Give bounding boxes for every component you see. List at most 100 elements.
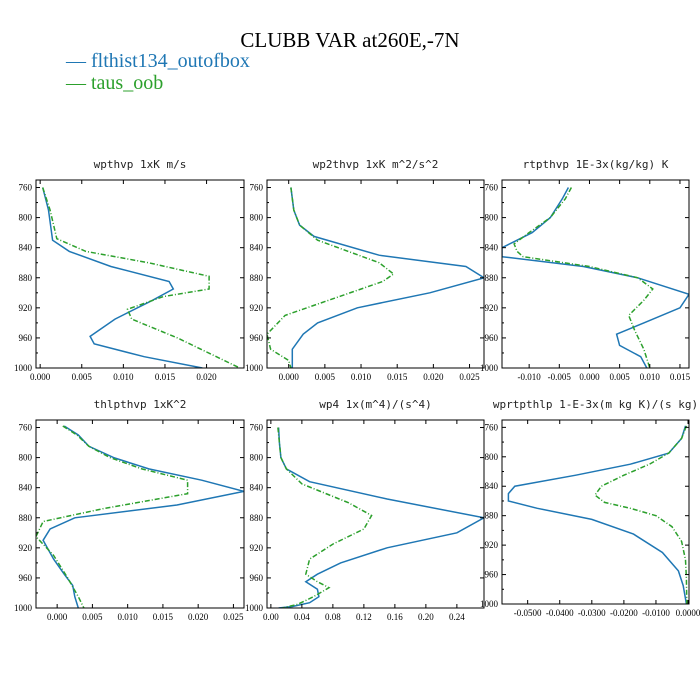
- x-tick-label: 0.000: [579, 372, 600, 382]
- x-tick-label: -0.0200: [610, 608, 638, 618]
- series-line-flthist134: [42, 425, 244, 608]
- plot-frame: [266, 179, 485, 369]
- x-tick-label: 0.010: [351, 372, 372, 382]
- y-tick-label: 880: [250, 273, 264, 283]
- x-tick-label: 0.020: [423, 372, 444, 382]
- y-tick-label: 1000: [245, 363, 264, 373]
- x-tick-label: 0.000: [30, 372, 51, 382]
- y-tick-label: 1000: [480, 599, 499, 609]
- series-line-taus-oob: [41, 187, 241, 368]
- x-tick-label: 0.20: [418, 612, 434, 622]
- x-tick-label: 0.025: [459, 372, 480, 382]
- y-tick-label: 960: [250, 333, 264, 343]
- x-tick-label: 0.025: [223, 612, 244, 622]
- series-line-taus-oob: [277, 427, 373, 608]
- y-tick-label: 960: [485, 570, 499, 580]
- x-tick-label: 0.16: [387, 612, 403, 622]
- series-line-flthist134: [290, 187, 484, 368]
- y-tick-label: 800: [250, 453, 264, 463]
- y-tick-label: 1000: [245, 603, 264, 613]
- series-line-taus-oob: [36, 425, 189, 608]
- x-tick-label: 0.005: [610, 372, 631, 382]
- panel-title: rtpthvp 1E-3x(kg/kg) K: [523, 158, 669, 171]
- legend-swatch-flthist134: —: [66, 50, 86, 72]
- x-tick-label: -0.0400: [546, 608, 574, 618]
- x-tick-label: 0.12: [356, 612, 372, 622]
- y-tick-label: 800: [19, 453, 33, 463]
- y-tick-label: 880: [19, 273, 33, 283]
- y-tick-label: 840: [485, 243, 499, 253]
- y-tick-label: 1000: [14, 363, 33, 373]
- x-tick-label: 0.0000: [676, 608, 700, 618]
- panel-title: wpthvp 1xK m/s: [94, 158, 187, 171]
- y-tick-label: 920: [485, 540, 499, 550]
- plot-frame: [501, 419, 690, 605]
- series-line-flthist134: [41, 187, 203, 368]
- y-tick-label: 760: [250, 423, 264, 433]
- y-tick-label: 920: [485, 303, 499, 313]
- x-tick-label: 0.020: [188, 612, 209, 622]
- panel-4: thlpthvp 1xK^2 760 800 840 880 920 960 1000 0.00…: [14, 398, 245, 622]
- x-tick-label: 0.015: [153, 612, 174, 622]
- x-tick-label: -0.005: [548, 372, 572, 382]
- y-tick-label: 800: [485, 452, 499, 462]
- y-tick-label: 960: [19, 333, 33, 343]
- y-tick-label: 840: [250, 483, 264, 493]
- y-tick-label: 960: [485, 333, 499, 343]
- x-tick-label: 0.020: [196, 372, 217, 382]
- y-tick-label: 800: [485, 213, 499, 223]
- x-tick-label: 0.015: [670, 372, 691, 382]
- y-tick-label: 1000: [14, 603, 33, 613]
- series-line-taus-oob: [513, 187, 654, 368]
- series-line-flthist134: [507, 425, 688, 604]
- y-tick-label: 800: [250, 213, 264, 223]
- x-tick-label: 0.000: [279, 372, 300, 382]
- y-tick-label: 840: [19, 483, 33, 493]
- x-tick-label: 0.005: [315, 372, 336, 382]
- x-tick-label: 0.000: [47, 612, 68, 622]
- series-line-taus-oob: [267, 187, 395, 368]
- x-tick-label: 0.00: [263, 612, 279, 622]
- y-tick-label: 760: [250, 183, 264, 193]
- x-tick-label: 0.010: [640, 372, 661, 382]
- y-tick-label: 920: [250, 303, 264, 313]
- series-line-flthist134: [277, 427, 484, 608]
- legend-label-flthist134: flthist134_outofbox: [91, 50, 250, 72]
- y-tick-label: 960: [19, 573, 33, 583]
- plot-frame: [35, 179, 245, 369]
- y-tick-label: 880: [250, 513, 264, 523]
- panel-title: wp4 1x(m^4)/(s^4): [319, 398, 432, 411]
- y-tick-label: 840: [485, 481, 499, 491]
- x-tick-label: 0.04: [294, 612, 310, 622]
- x-tick-label: 0.015: [155, 372, 176, 382]
- y-tick-label: 760: [485, 422, 499, 432]
- page-title: CLUBB VAR at260E,-7N: [240, 28, 460, 52]
- series-line-flthist134: [502, 187, 689, 368]
- y-tick-label: 800: [19, 213, 33, 223]
- x-tick-label: -0.0500: [514, 608, 542, 618]
- x-tick-label: 0.005: [72, 372, 93, 382]
- y-tick-label: 880: [485, 273, 499, 283]
- y-tick-label: 1000: [480, 363, 499, 373]
- panel-title: wp2thvp 1xK m^2/s^2: [313, 158, 439, 171]
- legend-swatch-taus-oob: —: [66, 72, 86, 94]
- x-tick-label: 0.015: [387, 372, 408, 382]
- legend-label-taus-oob: taus_oob: [91, 72, 164, 94]
- y-tick-label: 920: [19, 543, 33, 553]
- legend-entry-flthist134: — flthist134_outofbox: [66, 50, 250, 72]
- panel-5: wp4 1x(m^4)/(s^4)76080084088092096010000…: [245, 398, 485, 622]
- plot-frame: [501, 179, 690, 369]
- panel-title: thlpthvp 1xK^2: [94, 398, 187, 411]
- y-tick-label: 960: [250, 573, 264, 583]
- x-tick-label: -0.010: [518, 372, 542, 382]
- x-tick-label: -0.0100: [642, 608, 670, 618]
- y-tick-label: 880: [19, 513, 33, 523]
- y-tick-label: 840: [250, 243, 264, 253]
- x-tick-label: -0.0300: [578, 608, 606, 618]
- x-tick-label: 0.08: [325, 612, 341, 622]
- panel-title: wprtpthlp 1-E-3x(m kg K)/(s kg): [493, 398, 698, 411]
- y-tick-label: 880: [485, 511, 499, 521]
- y-tick-label: 920: [250, 543, 264, 553]
- x-tick-label: 0.24: [449, 612, 465, 622]
